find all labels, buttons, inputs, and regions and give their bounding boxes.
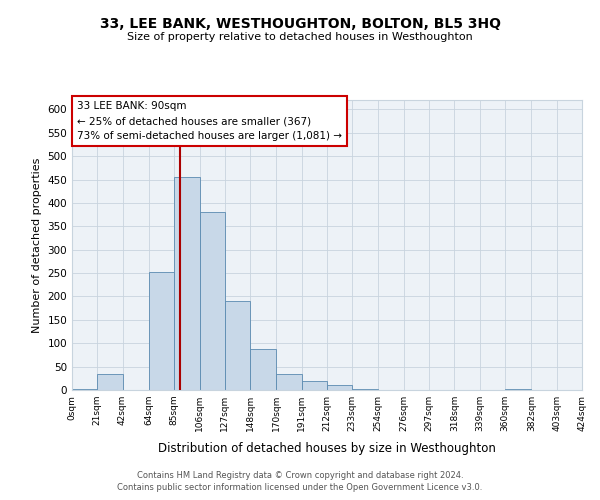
Bar [302, 380, 327, 390]
X-axis label: Distribution of detached houses by size in Westhoughton: Distribution of detached houses by size … [158, 442, 496, 456]
Bar [250, 349, 277, 390]
Bar [327, 386, 352, 390]
Bar [225, 301, 250, 390]
Y-axis label: Number of detached properties: Number of detached properties [32, 158, 42, 332]
Text: Contains public sector information licensed under the Open Government Licence v3: Contains public sector information licen… [118, 484, 482, 492]
Bar [97, 374, 122, 390]
Bar [174, 177, 199, 390]
Text: 33, LEE BANK, WESTHOUGHTON, BOLTON, BL5 3HQ: 33, LEE BANK, WESTHOUGHTON, BOLTON, BL5 … [100, 18, 500, 32]
Text: 33 LEE BANK: 90sqm
← 25% of detached houses are smaller (367)
73% of semi-detach: 33 LEE BANK: 90sqm ← 25% of detached hou… [77, 102, 342, 141]
Bar [505, 389, 532, 390]
Bar [277, 374, 302, 390]
Bar [352, 388, 377, 390]
Bar [149, 272, 174, 390]
Bar [199, 212, 225, 390]
Text: Size of property relative to detached houses in Westhoughton: Size of property relative to detached ho… [127, 32, 473, 42]
Bar [72, 389, 97, 390]
Text: Contains HM Land Registry data © Crown copyright and database right 2024.: Contains HM Land Registry data © Crown c… [137, 471, 463, 480]
